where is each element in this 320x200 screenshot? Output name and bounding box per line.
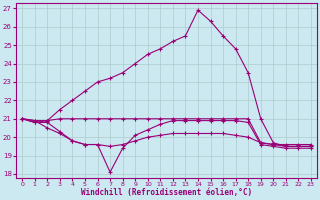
X-axis label: Windchill (Refroidissement éolien,°C): Windchill (Refroidissement éolien,°C)	[81, 188, 252, 197]
